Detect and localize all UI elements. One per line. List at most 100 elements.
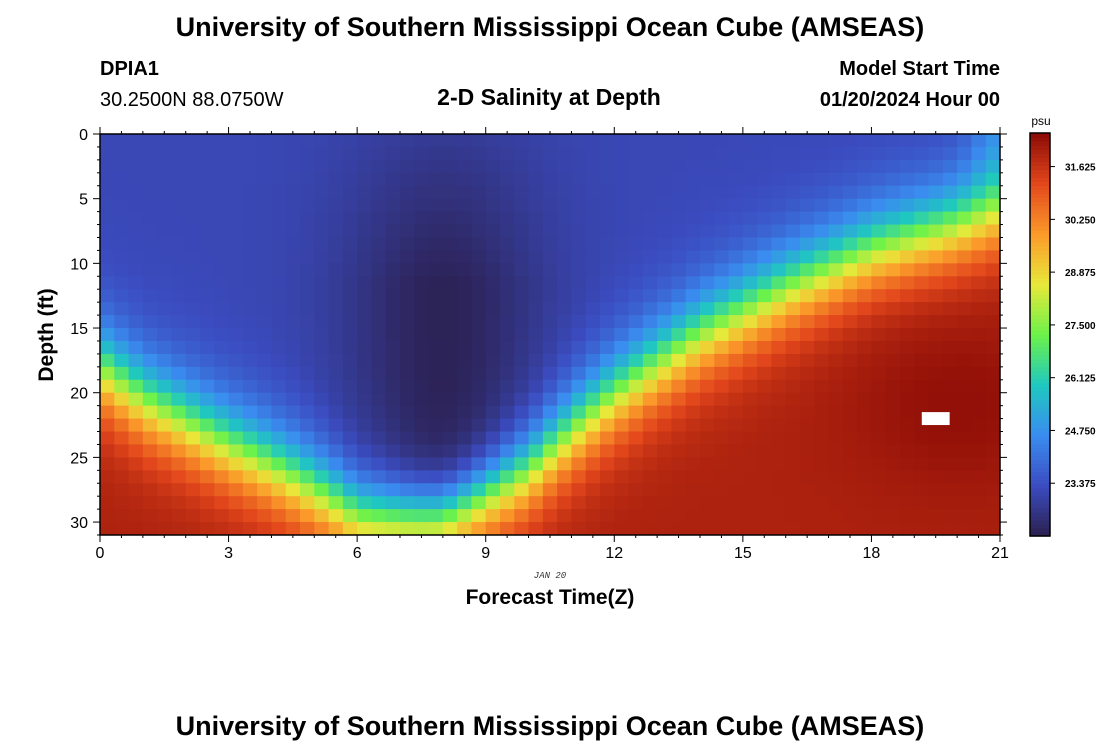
heatmap-cell — [471, 483, 487, 497]
heatmap-cell — [571, 315, 587, 329]
heatmap-cell — [900, 172, 915, 187]
heatmap-cell — [300, 366, 315, 381]
heatmap-cell — [657, 444, 673, 458]
heatmap-cell — [157, 198, 173, 213]
heatmap-cell — [971, 496, 987, 510]
heatmap-cell — [928, 250, 944, 264]
heatmap-cell — [542, 379, 558, 394]
heatmap-cell — [242, 276, 258, 290]
heatmap-cell — [971, 315, 987, 329]
heatmap-cell — [314, 444, 330, 458]
heatmap-cell — [385, 340, 401, 355]
heatmap-cell — [885, 405, 901, 420]
heatmap-cell — [957, 159, 973, 174]
heatmap-cell — [371, 470, 387, 484]
heatmap-cell — [342, 366, 358, 381]
heatmap-cell — [942, 340, 958, 355]
colorbar-segment — [1030, 334, 1050, 340]
heatmap-cell — [900, 250, 915, 264]
heatmap-cell — [100, 134, 115, 148]
heatmap-cell — [128, 250, 144, 264]
heatmap-cell — [828, 496, 844, 510]
heatmap-cell — [957, 263, 973, 277]
heatmap-cell — [971, 340, 987, 355]
heatmap-cell — [785, 392, 801, 407]
heatmap-cell — [157, 237, 173, 252]
heatmap-cell — [571, 146, 587, 161]
heatmap-cell — [357, 224, 373, 239]
heatmap-cell — [128, 418, 144, 433]
heatmap-cell — [728, 159, 744, 174]
heatmap-cell — [942, 457, 958, 471]
heatmap-cell — [457, 250, 473, 264]
heatmap-cell — [228, 146, 244, 161]
heatmap-cell — [471, 237, 487, 252]
heatmap-cell — [985, 379, 1000, 394]
heatmap-cell — [985, 457, 1000, 471]
heatmap-cell — [900, 302, 915, 316]
heatmap-cell — [142, 263, 158, 277]
colorbar-segment — [1030, 346, 1050, 352]
heatmap-cell — [428, 237, 444, 252]
heatmap-cell — [671, 185, 687, 200]
heatmap-cell — [385, 366, 401, 381]
heatmap-cell — [514, 379, 530, 394]
heatmap-cell — [942, 379, 958, 394]
heatmap-cell — [885, 172, 901, 187]
heatmap-cell — [342, 470, 358, 484]
heatmap-cell — [642, 392, 658, 407]
heatmap-cell — [285, 470, 301, 484]
heatmap-cell — [771, 496, 787, 510]
heatmap-cell — [171, 250, 187, 264]
heatmap-cell — [700, 457, 715, 471]
heatmap-cell — [685, 509, 701, 523]
heatmap-cell — [428, 146, 444, 161]
heatmap-cell — [157, 250, 173, 264]
colorbar-segment — [1030, 459, 1050, 465]
heatmap-cell — [871, 470, 887, 484]
colorbar-segment — [1030, 330, 1050, 336]
heatmap-cell — [728, 146, 744, 161]
heatmap-cell — [971, 289, 987, 303]
heatmap-cell — [300, 224, 315, 239]
heatmap-cell — [428, 353, 444, 368]
heatmap-cell — [385, 211, 401, 226]
heatmap-cell — [857, 211, 873, 226]
heatmap-cell — [100, 457, 115, 471]
heatmap-cell — [528, 496, 544, 510]
heatmap-cell — [600, 522, 615, 535]
heatmap-cell — [814, 237, 830, 252]
heatmap-cell — [985, 444, 1000, 458]
heatmap-cell — [142, 315, 158, 329]
heatmap-cell — [242, 250, 258, 264]
heatmap-cell — [400, 353, 415, 368]
heatmap-cell — [271, 211, 287, 226]
heatmap-cell — [785, 431, 801, 446]
heatmap-cell — [514, 211, 530, 226]
heatmap-cell — [342, 276, 358, 290]
heatmap-cell — [200, 379, 215, 394]
heatmap-cell — [385, 146, 401, 161]
heatmap-cell — [542, 470, 558, 484]
heatmap-cell — [885, 366, 901, 381]
heatmap-cell — [728, 211, 744, 226]
heatmap-cell — [214, 457, 230, 471]
heatmap-cell — [885, 418, 901, 433]
heatmap-cell — [714, 444, 730, 458]
heatmap-cell — [485, 405, 501, 420]
colorbar-segment — [1030, 527, 1050, 533]
heatmap-cell — [314, 224, 330, 239]
heatmap-cell — [628, 379, 644, 394]
heatmap-cell — [457, 302, 473, 316]
heatmap-cell — [814, 418, 830, 433]
heatmap-cell — [285, 276, 301, 290]
heatmap-cell — [814, 457, 830, 471]
heatmap-cell — [642, 263, 658, 277]
heatmap-cell — [185, 263, 201, 277]
heatmap-cell — [771, 353, 787, 368]
heatmap-cell — [457, 522, 473, 535]
colorbar-segment — [1030, 298, 1050, 303]
heatmap-cell — [600, 315, 615, 329]
heatmap-cell — [657, 392, 673, 407]
